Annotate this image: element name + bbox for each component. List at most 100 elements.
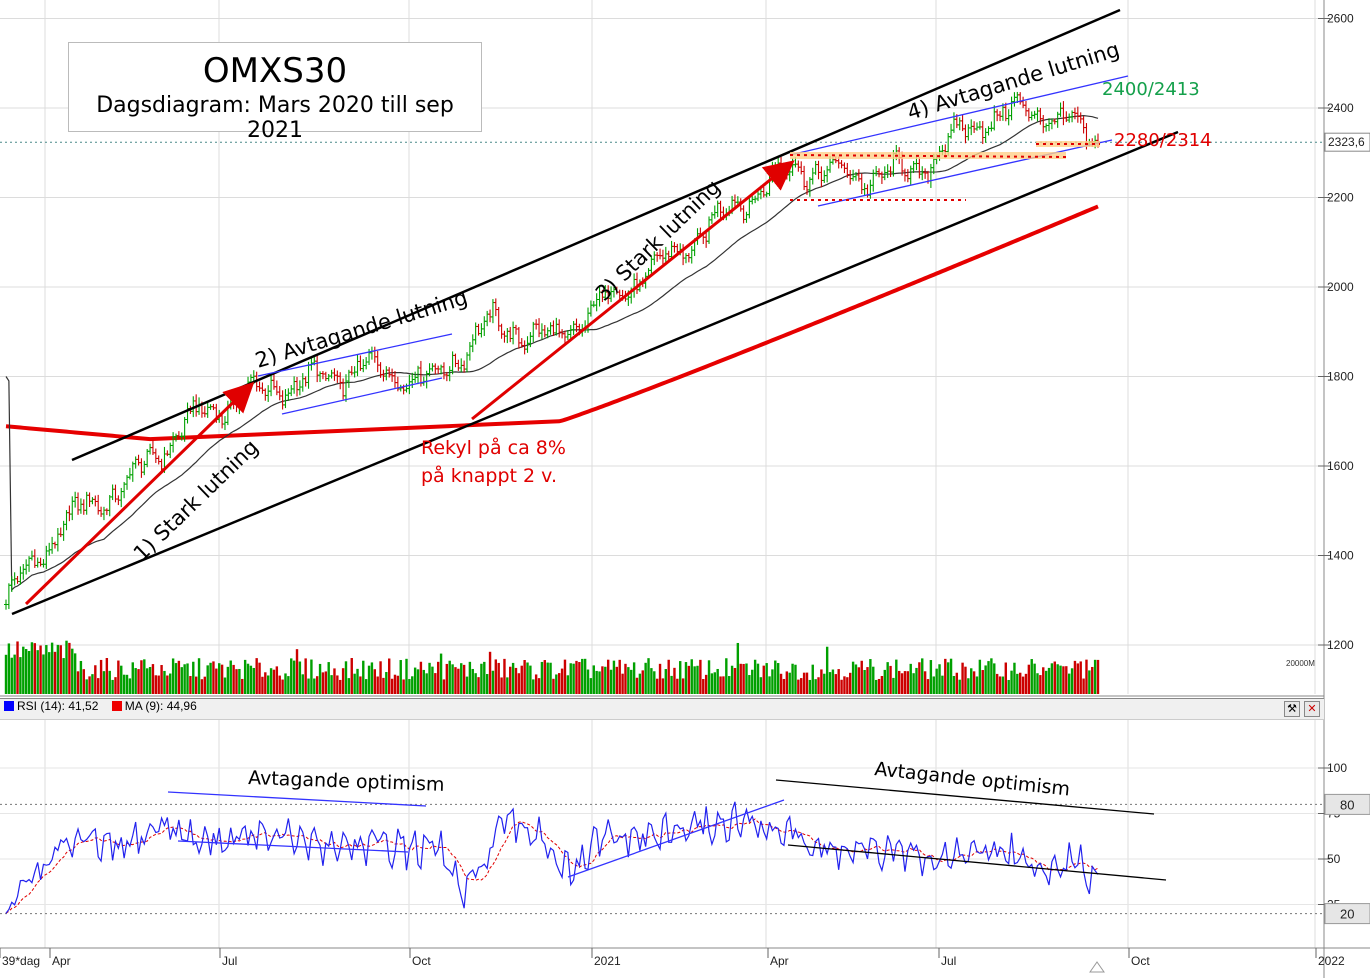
rsi-right-annotation: Avtagande optimism — [873, 758, 1071, 800]
volume-bar — [16, 641, 19, 694]
time-tick-label: Oct — [412, 954, 431, 968]
volume-bar — [897, 670, 901, 694]
volume-bar — [978, 659, 982, 694]
rsi-level-box — [1324, 793, 1370, 815]
level-green-annotation: 2400/2413 — [1102, 79, 1200, 100]
volume-bar — [336, 675, 339, 694]
volume-bar — [730, 665, 734, 694]
level-red-annotation: 2280/2314 — [1114, 130, 1212, 151]
volume-bar — [722, 676, 725, 694]
volume-bar — [707, 660, 711, 694]
volume-bar — [402, 679, 405, 694]
volume-bar — [606, 659, 610, 694]
volume-bar — [295, 649, 299, 694]
volume-bar — [540, 661, 544, 694]
volume-bar — [995, 673, 999, 694]
volume-bar — [333, 668, 336, 694]
volume-bar — [1010, 670, 1013, 694]
volume-bar — [353, 673, 356, 694]
phase4-annotation: 4) Avtagande lutning — [904, 37, 1122, 124]
volume-bar — [266, 675, 270, 694]
volume-bar — [122, 674, 126, 694]
volume-bar — [1021, 676, 1025, 694]
volume-bar — [315, 676, 319, 694]
rsi-channel-upper — [775, 779, 1155, 815]
volume-bar — [27, 650, 31, 694]
volume-bar — [958, 679, 961, 694]
volume-bar — [604, 666, 607, 694]
volume-bar — [108, 670, 111, 694]
time-tick-label: Jul — [941, 954, 956, 968]
volume-bar — [264, 672, 267, 694]
volume-bar — [903, 671, 907, 694]
volume-bar — [1096, 659, 1100, 694]
volume-bar — [952, 675, 956, 694]
volume-bar — [699, 659, 702, 694]
volume-bar — [984, 665, 987, 694]
volume-bar — [704, 674, 708, 694]
volume-bar — [180, 667, 183, 694]
rsi-uptrend-line — [567, 799, 785, 878]
volume-bar — [915, 667, 918, 694]
volume-bar — [10, 657, 13, 694]
volume-bar — [218, 663, 221, 694]
volume-bar — [1044, 670, 1048, 694]
volume-bar — [612, 660, 616, 694]
volume-bar — [99, 659, 103, 694]
volume-bar — [834, 674, 838, 694]
volume-bar — [344, 661, 348, 694]
wedge-lower-4 — [817, 139, 1113, 207]
volume-bar — [313, 678, 316, 694]
volume-bar — [157, 675, 160, 694]
volume-bar — [388, 658, 391, 694]
volume-bar — [935, 668, 938, 694]
volume-bar — [1016, 673, 1019, 694]
volume-bar — [298, 661, 302, 694]
volume-bar — [854, 664, 858, 694]
volume-bar — [670, 675, 673, 694]
volume-bar — [68, 642, 71, 694]
volume-bar — [457, 668, 460, 694]
volume-bar — [909, 663, 912, 694]
volume-bar — [318, 663, 322, 694]
panel-close-icon[interactable]: ✕ — [1304, 701, 1320, 717]
volume-bar — [62, 658, 65, 694]
panel-settings-icon[interactable]: ⚒ — [1284, 701, 1300, 717]
volume-bar — [376, 676, 379, 694]
volume-bar — [805, 672, 809, 694]
volume-bar — [690, 659, 693, 694]
volume-bar — [1050, 663, 1054, 694]
volume-bar — [592, 665, 595, 694]
chart-title-box: OMXS30 Dagsdiagram: Mars 2020 till sep 2… — [68, 42, 482, 143]
volume-bar — [543, 660, 546, 694]
volume-bar — [220, 664, 224, 694]
volume-bar — [209, 662, 212, 694]
volume-bar — [736, 642, 740, 694]
chart-subtitle: Dagsdiagram: Mars 2020 till sep 2021 — [96, 93, 454, 143]
volume-bar — [114, 677, 117, 694]
volume-bar — [339, 679, 342, 694]
volume-bar — [385, 672, 388, 694]
volume-bar — [837, 669, 840, 694]
volume-bar — [1030, 659, 1033, 694]
volume-bar — [462, 664, 466, 694]
volume-bar — [19, 657, 22, 694]
volume-bar — [425, 673, 428, 694]
volume-bar — [785, 671, 789, 694]
volume-bar — [851, 661, 855, 694]
volume-bar — [292, 660, 296, 694]
volume-bar — [529, 665, 532, 694]
volume-bar — [183, 664, 186, 694]
volume-bar — [1007, 679, 1010, 694]
volume-bar — [972, 671, 976, 694]
volume-bar — [520, 665, 523, 694]
volume-bar — [825, 646, 829, 694]
volume-bar — [390, 678, 394, 694]
moving-average-long — [5, 204, 1099, 442]
moving-average-short — [5, 115, 1099, 592]
time-tick-label: 2021 — [594, 954, 621, 968]
volume-bar — [364, 679, 368, 694]
volume-bar — [13, 654, 16, 694]
volume-bar — [272, 669, 276, 694]
